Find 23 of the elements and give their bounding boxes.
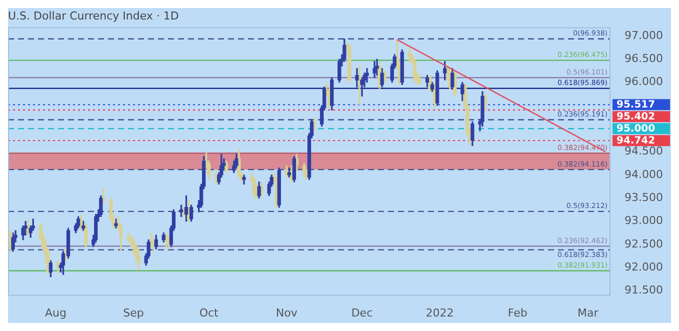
y-tick-label: 93.000 — [624, 214, 664, 228]
x-tick-label: Nov — [276, 306, 298, 320]
y-tick-label: 94.500 — [624, 144, 664, 158]
text: 95.000 — [616, 123, 656, 134]
y-tick-label: 96.500 — [624, 52, 664, 66]
text: 95.402 — [616, 111, 656, 122]
x-tick-label: Mar — [578, 306, 599, 320]
y-tick-label: 96.000 — [624, 75, 664, 88]
y-tick-label: 94.000 — [624, 168, 664, 181]
y-tick-label: 93.500 — [624, 190, 664, 204]
x-tick-label: 2022 — [426, 306, 454, 320]
x-tick-label: Aug — [44, 306, 66, 320]
y-tick-label: 91.500 — [624, 284, 664, 297]
y-tick-label: 92.000 — [624, 260, 664, 274]
chart-title: U.S. Dollar Currency Index · 1D — [8, 9, 179, 22]
y-tick-label: 92.500 — [624, 237, 664, 250]
x-tick-label: Oct — [199, 306, 220, 320]
x-tick-label: Sep — [123, 306, 144, 320]
x-tick-label: Dec — [351, 306, 373, 320]
x-tick-label: Feb — [508, 306, 528, 320]
text: 94.742 — [616, 135, 656, 146]
y-tick-label: 97.000 — [624, 28, 664, 42]
text: 95.517 — [616, 99, 656, 110]
